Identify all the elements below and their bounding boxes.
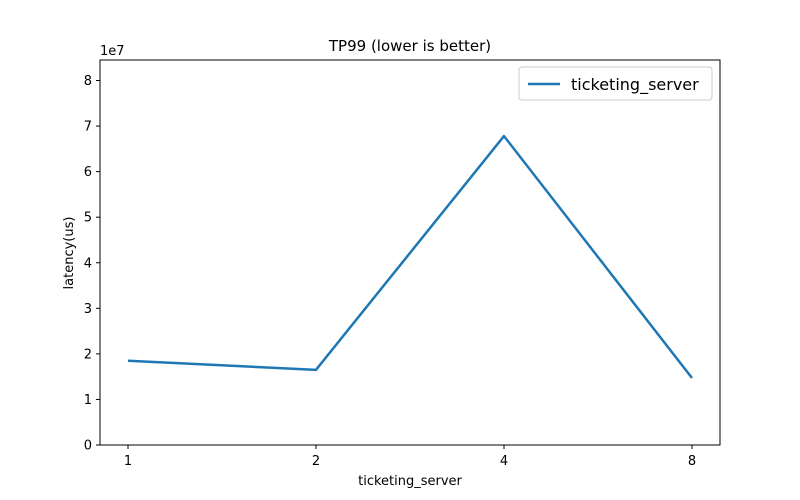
y-tick-label: 6 (84, 165, 92, 180)
plot-frame (99, 59, 721, 446)
y-axis-scale-label: 1e7 (100, 44, 125, 59)
x-tick-label: 2 (312, 454, 320, 469)
x-tick-label: 4 (500, 454, 508, 469)
plot-area: 0 1 2 3 4 5 6 7 8 1 2 4 8 (84, 59, 721, 469)
y-tick-label: 1 (84, 393, 92, 408)
x-axis-title: ticketing_server (358, 474, 462, 489)
x-tick-label: 8 (688, 454, 696, 469)
y-tick-label: 5 (84, 211, 92, 226)
x-tick-label: 1 (124, 454, 132, 469)
legend-box (518, 66, 713, 101)
chart-title: TP99 (lower is better) (328, 37, 491, 55)
y-tick-label: 4 (84, 256, 92, 271)
y-tick-label: 8 (84, 74, 92, 89)
y-tick-label: 3 (84, 302, 92, 317)
y-tick-label: 0 (84, 439, 92, 454)
y-tick-label: 7 (84, 120, 92, 135)
legend-series-label: ticketing_server (571, 75, 699, 95)
y-axis-title: latency(us) (62, 217, 77, 290)
series-line (127, 134, 693, 379)
y-tick-label: 2 (84, 347, 92, 362)
legend: ticketing_server (518, 66, 713, 101)
